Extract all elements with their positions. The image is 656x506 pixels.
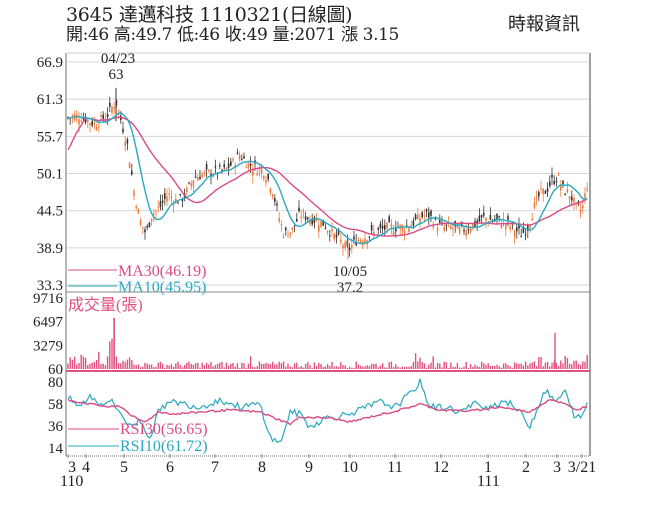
svg-text:38.9: 38.9 <box>37 241 63 257</box>
price-y-axis: 66.9 61.3 55.7 50.1 44.5 38.9 33.3 <box>37 55 64 294</box>
x-tick-label: 12 <box>433 459 449 476</box>
volume-title: 成交量(張) <box>68 296 143 314</box>
svg-text:60: 60 <box>48 362 63 378</box>
x-tick-label: 8 <box>258 459 266 476</box>
high-date-label: 04/23 <box>101 51 135 67</box>
ma30-legend: MA30(46.19) <box>118 263 206 280</box>
chart-title: 3645 達邁科技 1110321(日線圖) <box>66 4 353 26</box>
ma10-legend: MA10(45.95) <box>118 279 206 296</box>
x-tick-label: 3 <box>68 459 76 476</box>
year-start-label: 110 <box>60 473 83 490</box>
svg-text:44.5: 44.5 <box>37 204 63 220</box>
price-summary: 開:46 高:49.7 低:46 收:49 量:2071 漲 3.15 <box>66 25 399 45</box>
panel-frames <box>65 52 591 457</box>
data-source-label: 時報資訊 <box>508 14 580 35</box>
year-next-label: 111 <box>477 473 500 490</box>
svg-text:58: 58 <box>48 397 63 413</box>
x-tick-label: 6 <box>166 459 174 476</box>
svg-text:6497: 6497 <box>33 315 64 331</box>
x-tick-label: 11 <box>387 459 402 476</box>
svg-text:80: 80 <box>48 375 63 391</box>
x-tick-label: 2 <box>522 459 530 476</box>
x-tick-label: 9 <box>305 459 313 476</box>
svg-text:36: 36 <box>48 419 64 435</box>
rsi30-line <box>67 398 588 426</box>
price-panel: 66.9 61.3 55.7 50.1 44.5 38.9 33.3 04/23 63 10… <box>37 51 590 296</box>
x-axis: 3 4 5 6 7 8 9 10 11 12 1 2 3 3/21 <box>67 454 596 476</box>
svg-text:66.9: 66.9 <box>37 55 63 71</box>
svg-text:9716: 9716 <box>33 291 64 307</box>
ma10-line <box>68 111 588 245</box>
volume-panel: 9716 6497 3279 60 成交量(張) <box>33 291 588 378</box>
svg-text:61.3: 61.3 <box>37 92 63 108</box>
low-value-label: 37.2 <box>337 280 363 296</box>
svg-text:50.1: 50.1 <box>37 167 63 183</box>
x-tick-label: 7 <box>211 459 219 476</box>
volume-y-axis: 9716 6497 3279 60 <box>33 291 64 378</box>
rsi30-legend: RSI30(56.65) <box>120 421 208 438</box>
x-tick-label: 5 <box>120 459 128 476</box>
volume-bars <box>67 317 588 369</box>
ma30-line <box>67 116 588 237</box>
x-tick-label: 3 <box>553 459 561 476</box>
svg-text:3279: 3279 <box>33 338 63 354</box>
rsi-panel: 80 58 36 14 RSI30(56.65) RSI10(61.72) <box>48 375 588 457</box>
svg-text:33.3: 33.3 <box>37 278 63 294</box>
rsi-y-axis: 80 58 36 14 <box>48 375 64 457</box>
x-tick-label: 4 <box>82 459 90 476</box>
svg-text:55.7: 55.7 <box>37 129 64 145</box>
x-tick-label: 10 <box>342 459 358 476</box>
x-tick-label: 3/21 <box>568 459 596 476</box>
svg-text:14: 14 <box>48 441 64 457</box>
rsi10-line <box>67 378 588 443</box>
rsi10-legend: RSI10(61.72) <box>120 438 208 455</box>
high-value-label: 63 <box>109 67 124 83</box>
low-date-label: 10/05 <box>333 264 367 280</box>
x-tick-label: 1 <box>484 459 492 476</box>
